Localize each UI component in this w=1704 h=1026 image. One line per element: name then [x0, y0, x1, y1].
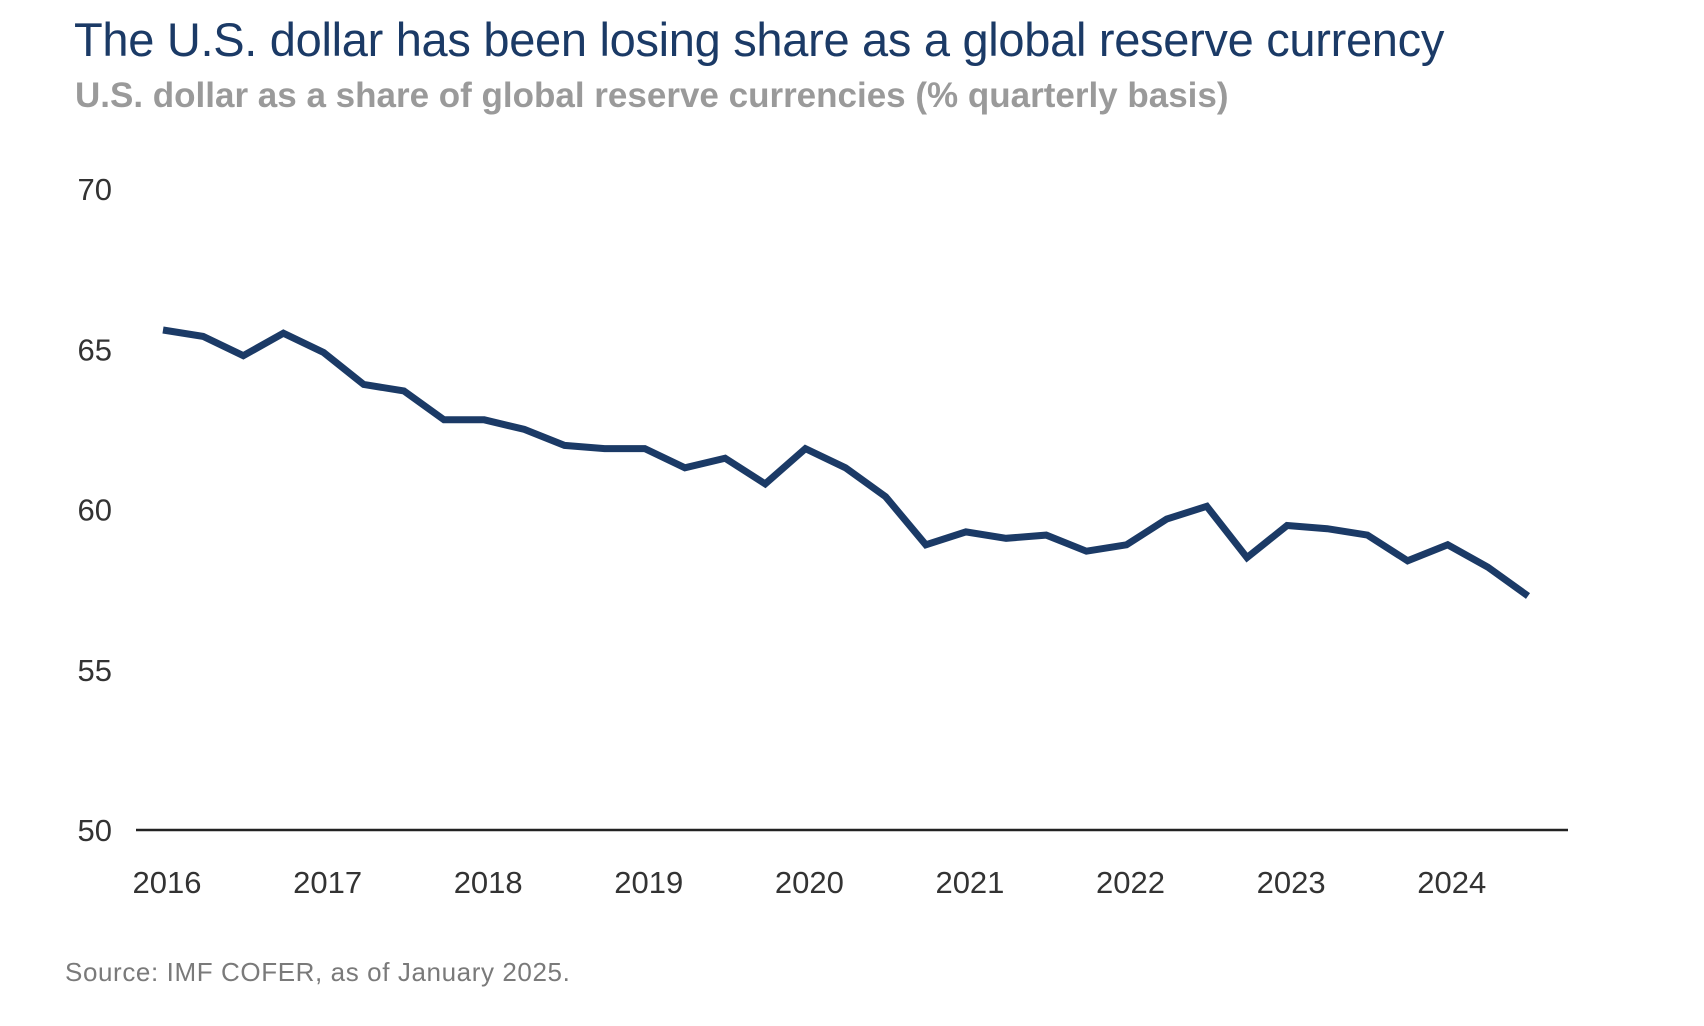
data-point: [762, 481, 768, 487]
data-point: [481, 417, 487, 423]
data-point: [1124, 542, 1130, 548]
data-point: [722, 455, 728, 461]
chart-title: The U.S. dollar has been losing share as…: [74, 13, 1445, 66]
data-point: [1244, 555, 1250, 561]
data-point: [1164, 516, 1170, 522]
data-point: [1525, 593, 1531, 599]
x-tick-label: 2019: [614, 865, 683, 900]
data-point: [1485, 564, 1491, 570]
data-point: [682, 465, 688, 471]
data-point: [401, 388, 407, 394]
x-axis-ticks: 2016 2017 2018 2019 2020 2021 2022 2023 2024: [133, 865, 1487, 900]
x-tick-label: 2022: [1096, 865, 1165, 900]
data-point: [561, 442, 567, 448]
data-point: [361, 382, 367, 388]
x-tick-label: 2021: [935, 865, 1004, 900]
data-point: [1043, 532, 1049, 538]
x-tick-label: 2017: [293, 865, 362, 900]
data-point: [160, 327, 166, 333]
data-point: [521, 426, 527, 432]
chart-subtitle: U.S. dollar as a share of global reserve…: [75, 76, 1229, 115]
y-axis-ticks: 50 55 60 65 70: [78, 172, 112, 848]
data-point: [802, 446, 808, 452]
y-tick-label: 50: [78, 813, 112, 848]
data-point: [321, 349, 327, 355]
x-tick-label: 2024: [1417, 865, 1486, 900]
data-point: [1445, 542, 1451, 548]
data-point: [200, 333, 206, 339]
data-point: [280, 330, 286, 336]
series-layer: [160, 326, 1531, 599]
data-point: [963, 529, 969, 535]
data-point: [441, 417, 447, 423]
y-tick-label: 65: [78, 332, 112, 367]
y-tick-label: 60: [78, 493, 112, 528]
data-point: [1324, 526, 1330, 532]
data-point: [883, 494, 889, 500]
series-line: [162, 326, 1531, 599]
data-point: [923, 542, 929, 548]
data-point: [1405, 558, 1411, 564]
data-point: [240, 353, 246, 359]
x-tick-label: 2020: [775, 865, 844, 900]
data-point: [602, 446, 608, 452]
x-tick-label: 2018: [454, 865, 523, 900]
data-point: [1204, 503, 1210, 509]
data-point: [1003, 535, 1009, 541]
data-point: [1083, 548, 1089, 554]
data-point: [642, 446, 648, 452]
data-point: [843, 465, 849, 471]
source-note: Source: IMF COFER, as of January 2025.: [65, 957, 571, 987]
y-tick-label: 55: [78, 653, 112, 688]
data-point: [1364, 532, 1370, 538]
data-point: [1284, 523, 1290, 529]
x-tick-label: 2016: [133, 865, 202, 900]
y-tick-label: 70: [78, 172, 112, 207]
x-tick-label: 2023: [1257, 865, 1326, 900]
